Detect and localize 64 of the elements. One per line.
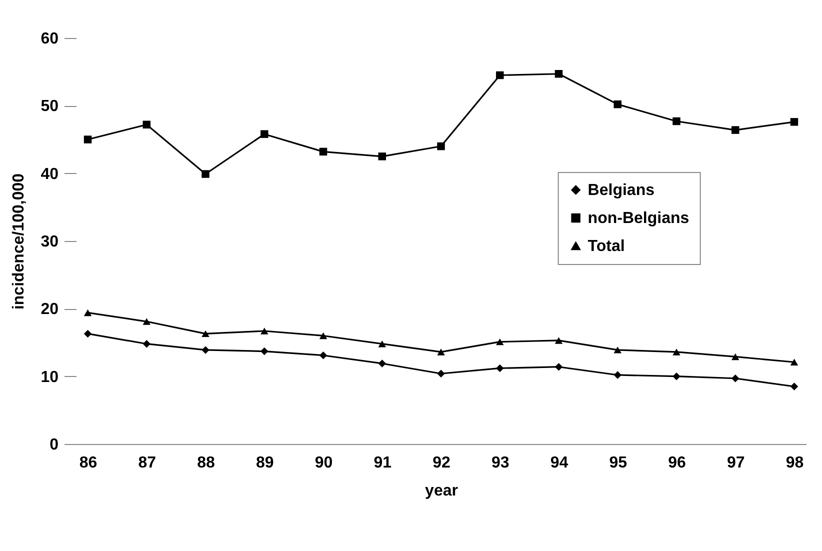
- point: [614, 346, 622, 354]
- point: [672, 117, 680, 126]
- point: [260, 328, 268, 334]
- x-tick-label: 95: [609, 454, 628, 472]
- point: [672, 372, 680, 380]
- x-tick-label: 92: [432, 454, 450, 472]
- point: [614, 100, 622, 108]
- point: [260, 347, 268, 356]
- y-tick-label: 20: [40, 301, 59, 318]
- y-tick-label: 30: [40, 234, 59, 250]
- point: [496, 71, 504, 80]
- legend-label: Belgians: [588, 182, 655, 199]
- point: [731, 126, 740, 134]
- point: [672, 348, 680, 356]
- y-tick-label: 0: [50, 436, 59, 454]
- point: [260, 130, 268, 138]
- legend-label: non-Belgians: [588, 210, 690, 227]
- point: [142, 318, 151, 325]
- point: [731, 374, 740, 382]
- y-tick-label: 10: [40, 368, 59, 386]
- point: [496, 364, 504, 372]
- x-tick-label: 87: [138, 454, 156, 472]
- point: [378, 152, 386, 160]
- point: [84, 136, 92, 144]
- x-tick-label: 90: [314, 454, 333, 472]
- x-tick-label: 94: [550, 454, 568, 472]
- point: [790, 358, 798, 366]
- x-tick-label: 97: [726, 454, 745, 472]
- point: [202, 170, 210, 178]
- point: [554, 362, 563, 371]
- point: [437, 348, 445, 356]
- point: [378, 340, 386, 348]
- point: [437, 370, 445, 378]
- point: [790, 118, 798, 126]
- y-tick-label: 60: [40, 30, 59, 48]
- x-tick-label: 86: [79, 454, 98, 472]
- point: [319, 351, 328, 360]
- x-tick-label: 93: [491, 454, 510, 472]
- point: [142, 120, 151, 128]
- point: [437, 142, 445, 150]
- x-axis-title: year: [425, 482, 458, 500]
- point: [84, 309, 92, 316]
- point: [319, 148, 328, 156]
- y-axis-title: incidence/100,000: [10, 173, 28, 310]
- point: [554, 70, 563, 78]
- legend-label: Total: [588, 238, 625, 255]
- point: [731, 353, 740, 360]
- x-tick-label: 98: [786, 454, 804, 472]
- point: [84, 330, 92, 338]
- point: [202, 330, 210, 338]
- point: [614, 371, 622, 379]
- point: [554, 337, 563, 344]
- y-tick-label: 50: [40, 98, 59, 116]
- point: [790, 382, 798, 390]
- x-tick-label: 88: [197, 454, 216, 472]
- point: [378, 360, 386, 368]
- x-tick-label: 96: [668, 454, 686, 472]
- x-tick-label: 91: [374, 454, 392, 472]
- point: [202, 346, 210, 354]
- x-tick-label: 89: [256, 454, 274, 472]
- point: [142, 340, 151, 348]
- y-tick-label: 40: [40, 166, 59, 183]
- point: [319, 332, 328, 340]
- point: [496, 338, 504, 346]
